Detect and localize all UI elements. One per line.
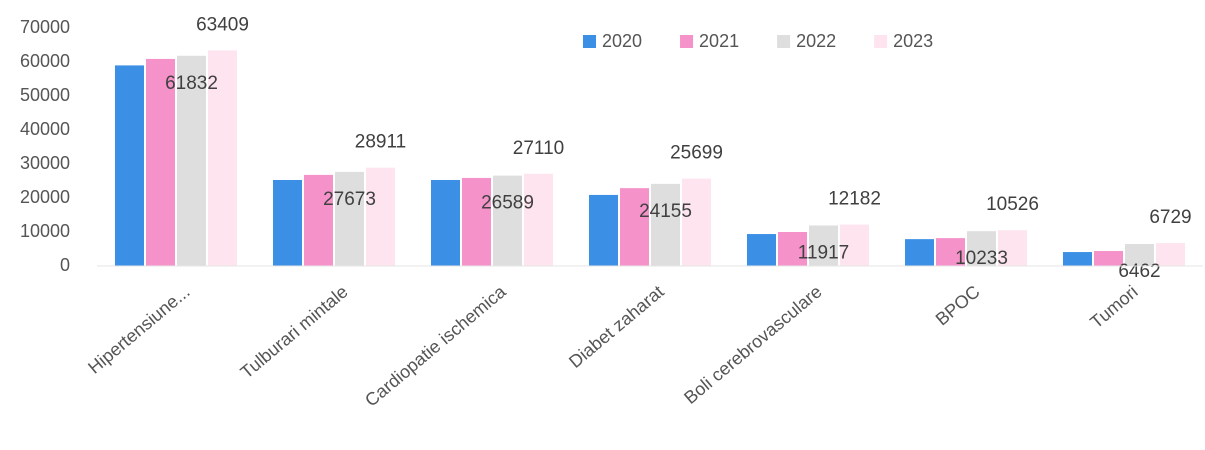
bar <box>115 65 144 267</box>
bar <box>936 238 965 266</box>
legend-swatch <box>777 35 791 48</box>
data-label: 25699 <box>670 143 723 164</box>
legend-swatch <box>583 35 596 48</box>
data-label: 27673 <box>323 189 376 210</box>
y-tick-label: 70000 <box>20 17 70 37</box>
y-tick-label: 30000 <box>20 153 70 173</box>
bar <box>493 175 522 266</box>
bar <box>1094 251 1123 266</box>
y-tick-label: 50000 <box>20 85 70 105</box>
data-label: 63409 <box>196 14 249 35</box>
data-label: 26589 <box>481 193 534 214</box>
bar <box>747 234 776 266</box>
legend-label: 2023 <box>893 31 933 51</box>
x-tick-label: Tulburari mintale <box>237 281 352 382</box>
data-label: 10526 <box>986 194 1039 215</box>
data-label: 24155 <box>639 201 692 222</box>
bar <box>620 188 649 266</box>
x-tick-label: BPOC <box>932 281 984 329</box>
bar <box>589 194 618 266</box>
legend-swatch <box>680 35 694 48</box>
data-label: 6729 <box>1149 207 1191 228</box>
y-tick-label: 10000 <box>20 221 70 241</box>
legend-swatch <box>874 35 888 48</box>
bar <box>1125 244 1154 266</box>
bar <box>524 173 553 266</box>
bar <box>304 174 333 266</box>
bar <box>462 177 491 266</box>
bar <box>967 231 996 266</box>
bar <box>809 225 838 266</box>
x-tick-label: Boli cerebrovasculare <box>680 281 825 408</box>
bar <box>998 230 1027 266</box>
y-tick-label: 60000 <box>20 51 70 71</box>
x-tick-label: Cardiopatie ischemica <box>361 281 510 411</box>
bar <box>208 50 237 267</box>
bar <box>273 179 302 266</box>
bar <box>146 58 175 266</box>
bar <box>1156 243 1185 266</box>
bar <box>431 179 460 266</box>
data-label: 6462 <box>1118 261 1160 282</box>
x-tick-label: Hipertensiune... <box>84 281 193 377</box>
bar <box>905 239 934 266</box>
bar <box>335 171 364 266</box>
data-label: 27110 <box>513 138 564 159</box>
x-tick-label: Diabet zaharat <box>565 281 668 372</box>
legend-label: 2021 <box>699 31 739 51</box>
data-label: 12182 <box>828 189 881 210</box>
bar <box>177 55 206 267</box>
bar <box>840 224 869 266</box>
bar <box>1063 252 1092 266</box>
data-label: 28911 <box>355 132 406 153</box>
x-tick-label: Tumori <box>1086 281 1141 332</box>
data-label: 61832 <box>165 73 218 94</box>
data-label: 11917 <box>798 242 849 263</box>
bar <box>651 183 680 266</box>
bar <box>778 232 807 266</box>
data-label: 10233 <box>955 248 1008 269</box>
y-tick-label: 20000 <box>20 187 70 207</box>
legend-label: 2020 <box>602 31 642 51</box>
y-tick-label: 40000 <box>20 119 70 139</box>
legend-label: 2022 <box>796 31 836 51</box>
bar <box>366 167 395 266</box>
bar <box>682 178 711 266</box>
y-tick-label: 0 <box>60 255 70 275</box>
